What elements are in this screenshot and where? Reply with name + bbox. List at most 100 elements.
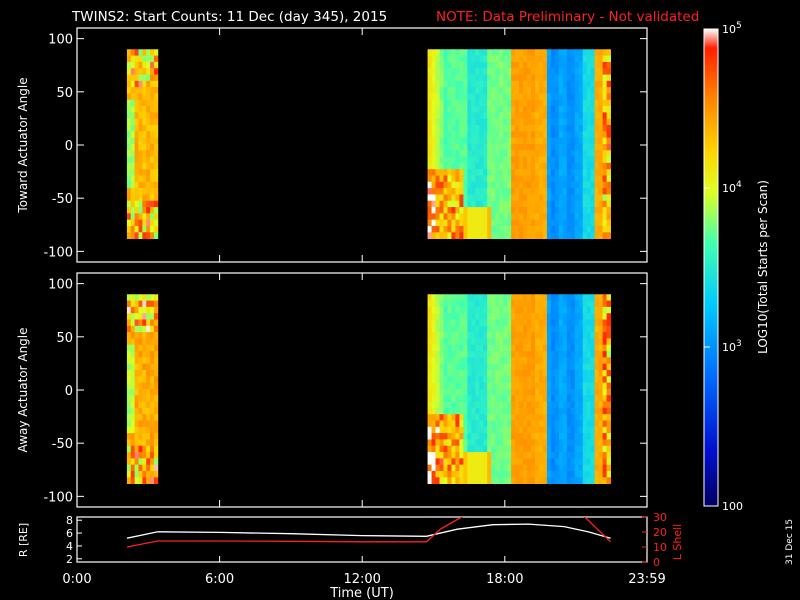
away-heatmap-cell [443, 420, 448, 428]
away-heatmap-cell [138, 414, 143, 421]
lshell-series-line [126, 528, 442, 548]
toward-heatmap-cell [582, 200, 588, 208]
toward-heatmap-cell [471, 112, 476, 120]
toward-heatmap-cell [487, 137, 492, 145]
away-heatmap-cell [562, 325, 568, 333]
toward-heatmap-cell [146, 112, 151, 120]
away-heatmap-cell [503, 319, 508, 327]
away-heatmap-cell [558, 294, 564, 301]
away-heatmap-cell [523, 319, 528, 327]
r-axis-label: R [RE] [17, 523, 30, 557]
toward-heatmap-cell [578, 169, 584, 176]
away-heatmap-cell [542, 458, 548, 466]
away-heatmap-cell [594, 426, 600, 434]
toward-heatmap-cell [562, 87, 568, 94]
away-heatmap-cell [483, 294, 488, 301]
toward-heatmap-cell [515, 55, 520, 63]
away-heatmap-cell [542, 470, 548, 478]
away-heatmap-cell [574, 414, 580, 421]
away-heatmap-cell [546, 338, 552, 346]
away-heatmap-cell [467, 300, 472, 308]
toward-heatmap-cell [598, 106, 604, 113]
away-heatmap-cell [503, 344, 508, 352]
toward-heatmap-cell [499, 74, 504, 82]
toward-heatmap-cell [554, 150, 560, 157]
toward-heatmap-cell [590, 156, 596, 164]
toward-heatmap-cell [138, 207, 143, 214]
toward-heatmap-cell [538, 125, 544, 132]
toward-heatmap-cell [554, 74, 560, 82]
toward-heatmap-cell [459, 225, 464, 233]
away-heatmap-cell [495, 351, 500, 358]
toward-heatmap-cell [554, 49, 560, 56]
away-heatmap-cell [447, 426, 452, 434]
away-heatmap-cell [439, 332, 444, 339]
toward-heatmap-cell [463, 156, 468, 164]
away-heatmap-cell [467, 338, 472, 346]
away-heatmap-cell [515, 464, 520, 472]
away-heatmap-cell [443, 445, 448, 453]
toward-heatmap-cell [503, 112, 508, 120]
away-heatmap-cell [142, 370, 147, 377]
away-heatmap-cell [519, 401, 524, 409]
toward-heatmap-cell [546, 194, 552, 202]
toward-heatmap-cell [471, 219, 476, 227]
away-heatmap-cell [586, 464, 592, 472]
away-heatmap-cell [519, 426, 524, 434]
preliminary-note: NOTE: Data Preliminary - Not validated [436, 9, 699, 25]
toward-heatmap-cell [598, 61, 604, 69]
away-heatmap-cell [531, 382, 536, 390]
toward-heatmap-cell [546, 213, 552, 221]
away-heatmap-cell [570, 439, 576, 447]
away-heatmap-cell [511, 388, 516, 396]
away-heatmap-cell [153, 414, 159, 421]
away-heatmap-cell [519, 395, 524, 402]
toward-heatmap-cell [451, 55, 456, 63]
away-heatmap-cell [435, 452, 440, 459]
toward-heatmap-cell [574, 68, 580, 75]
toward-heatmap-cell [578, 188, 584, 195]
away-heatmap-cell [507, 470, 512, 478]
toward-heatmap-cell [153, 207, 159, 214]
away-heatmap-cell [594, 458, 600, 466]
away-heatmap-cell [562, 319, 568, 327]
toward-heatmap-cell [503, 225, 508, 233]
away-heatmap-cell [146, 332, 151, 339]
away-heatmap-cell [483, 407, 488, 415]
toward-heatmap-cell [566, 232, 572, 239]
away-heatmap-cell [443, 357, 448, 365]
toward-heatmap-cell [586, 213, 592, 221]
away-heatmap-cell [130, 325, 136, 333]
away-heatmap-cell [550, 351, 556, 358]
away-heatmap-cell [142, 395, 147, 402]
toward-heatmap-cell [570, 194, 576, 202]
away-heatmap-cell [590, 464, 596, 472]
away-heatmap-cell [527, 306, 532, 314]
toward-heatmap-cell [542, 80, 548, 88]
toward-heatmap-cell [153, 150, 159, 157]
toward-heatmap-cell [527, 188, 532, 195]
away-heatmap-cell [578, 414, 584, 421]
away-heatmap-cell [439, 477, 444, 484]
toward-heatmap-cell [459, 55, 464, 63]
away-heatmap-cell [138, 382, 143, 390]
toward-heatmap-cell [138, 106, 143, 113]
toward-heatmap-cell [138, 99, 143, 107]
away-heatmap-cell [531, 376, 536, 384]
toward-heatmap-cell [527, 61, 532, 69]
toward-heatmap-cell [459, 61, 464, 69]
toward-heatmap-cell [546, 99, 552, 107]
away-heatmap-cell [447, 470, 452, 478]
away-heatmap-cell [534, 313, 540, 320]
toward-heatmap-cell [447, 125, 452, 132]
toward-heatmap-cell [578, 118, 584, 126]
away-heatmap-cell [531, 370, 536, 377]
away-heatmap-cell [590, 338, 596, 346]
away-heatmap-cell [491, 439, 496, 447]
toward-heatmap-cell [566, 125, 572, 132]
away-heatmap-cell [527, 294, 532, 301]
away-heatmap-cell [602, 464, 607, 472]
away-heatmap-cell [435, 395, 440, 402]
toward-ytick-label: 0 [65, 139, 73, 154]
away-heatmap-cell [578, 294, 584, 301]
